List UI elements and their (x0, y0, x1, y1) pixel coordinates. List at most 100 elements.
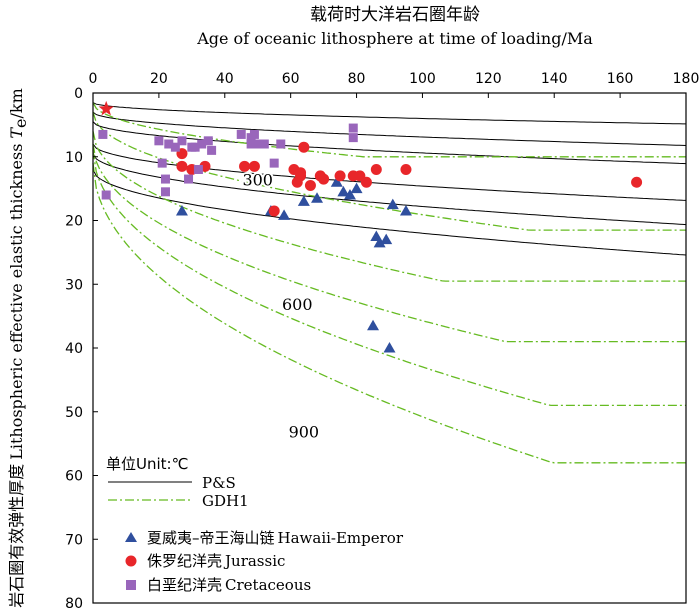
ps-curve (92, 102, 686, 125)
x-tick-label: 20 (150, 71, 168, 87)
x-tick-label: 120 (475, 71, 502, 87)
legend-cretaceous-label-cn: 白垩纪洋壳 (147, 576, 222, 594)
cretaceous-point (160, 187, 170, 197)
legend-hawaii-marker (125, 532, 137, 542)
ps-curve (92, 111, 687, 146)
legend-jurassic-marker (125, 555, 137, 567)
cretaceous-point (269, 158, 279, 168)
jurassic-point (334, 170, 346, 182)
ps-curve (92, 169, 687, 256)
cretaceous-point (276, 139, 286, 149)
cretaceous-point (157, 158, 167, 168)
gdh1-curve (92, 163, 686, 464)
cretaceous-point (170, 142, 180, 152)
hawaii-emperor-point (337, 185, 350, 197)
legend-gdh1-label: GDH1 (202, 492, 249, 510)
data-points (98, 100, 643, 353)
hawaii-emperor-point (367, 319, 380, 331)
cretaceous-point (98, 129, 108, 139)
legend-jurassic-label-en: Jurassic (223, 552, 285, 570)
legend-hawaii-label-en: Hawaii-Emperor (278, 529, 404, 547)
ps-curve (92, 121, 687, 165)
jurassic-point (176, 160, 188, 172)
gdh1-curve (92, 143, 686, 343)
legend-cretaceous-label: 白垩纪洋壳 Cretaceous (147, 576, 311, 594)
units-label: 单位Unit:℃ (106, 455, 188, 473)
jurassic-point (400, 164, 412, 175)
legend-ps-label: P&S (202, 474, 236, 492)
jurassic-point (295, 167, 307, 179)
chart-title-en: Age of oceanic lithosphere at time of lo… (196, 29, 593, 48)
y-tick-label: 40 (65, 341, 83, 357)
x-tick-label: 40 (216, 71, 234, 87)
jurassic-point (360, 176, 372, 188)
x-tick-label: 160 (607, 71, 634, 87)
hawaii-emperor-point (175, 204, 188, 216)
legend-jurassic-label: 侏罗纪洋壳 Jurassic (147, 552, 285, 570)
hawaii-emperor-point (343, 189, 356, 200)
hawaii-emperor-point (278, 209, 291, 220)
hawaii-emperor-point (399, 204, 412, 216)
y-axis-label-sub: e (11, 118, 30, 127)
y-tick-label: 30 (65, 277, 83, 293)
x-axis: 0 20 40 60 80 100 120 140 160 180 (89, 71, 700, 98)
cretaceous-point (160, 174, 170, 184)
gdh1-curve (92, 102, 686, 158)
cretaceous-point (193, 165, 203, 174)
cretaceous-point (253, 139, 263, 149)
legend-cretaceous-label-en: Cretaceous (225, 576, 311, 594)
legend-cretaceous-marker (126, 580, 136, 590)
y-axis-label-cn: 岩石圈有效弹性厚度 (7, 464, 26, 608)
x-tick-label: 100 (409, 71, 436, 87)
cretaceous-point (348, 133, 358, 143)
y-axis-label-en: Lithospheric effective elastic thickness (7, 144, 26, 460)
cretaceous-point (207, 145, 217, 155)
x-tick-label: 60 (282, 71, 300, 87)
y-tick-label: 50 (65, 405, 83, 421)
hawaii-emperor-point (311, 192, 324, 203)
cretaceous-point (197, 139, 207, 149)
x-tick-label: 180 (673, 71, 700, 87)
x-tick-label: 140 (541, 71, 568, 87)
isotherm-label: 300 (242, 170, 273, 189)
y-tick-label: 70 (65, 532, 83, 548)
y-axis-label: 岩石圈有效弹性厚度 Lithospheric effective elastic … (7, 88, 30, 608)
hawaii-emperor-point (373, 236, 386, 248)
y-axis: 0 10 20 30 40 50 60 70 80 (65, 86, 98, 609)
hawaii-emperor-point (383, 342, 396, 353)
hawaii-emperor-point (380, 233, 393, 245)
gdh1-curve (92, 131, 686, 282)
jurassic-point (318, 173, 330, 185)
hawaii-emperor-point (350, 182, 363, 194)
jurassic-point (631, 176, 643, 188)
cretaceous-point (184, 174, 194, 184)
jurassic-point (268, 205, 280, 217)
gdh1-curve (92, 150, 686, 407)
model-curves (92, 102, 687, 464)
cretaceous-point (101, 190, 111, 200)
jurassic-point (370, 164, 382, 175)
y-tick-label: 0 (74, 86, 83, 102)
cretaceous-point (154, 136, 164, 146)
jurassic-point (248, 160, 260, 172)
cretaceous-point (246, 139, 256, 149)
legend-hawaii-label-cn: 夏威夷–帝王海山链 (147, 529, 275, 547)
isotherm-label: 900 (289, 422, 320, 441)
legend-hawaii-label: 夏威夷–帝王海山链 Hawaii-Emperor (147, 529, 404, 547)
jurassic-point (304, 179, 316, 191)
cretaceous-point (236, 129, 246, 139)
chart-title-cn: 载荷时大洋岩石圈年龄 (310, 5, 480, 25)
hawaii-emperor-point (386, 198, 399, 210)
cretaceous-point (190, 142, 200, 152)
cretaceous-point (203, 136, 213, 146)
y-axis-label-unit: /km (7, 88, 26, 118)
y-tick-label: 10 (65, 150, 83, 166)
x-tick-label: 0 (89, 71, 98, 87)
isotherm-label: 600 (282, 295, 313, 314)
hawaii-emperor-point (330, 176, 343, 187)
isotherm-labels: 300 600 900 (240, 168, 321, 443)
y-tick-label: 60 (65, 469, 83, 485)
star-marker (98, 100, 114, 116)
cretaceous-point (164, 139, 174, 149)
